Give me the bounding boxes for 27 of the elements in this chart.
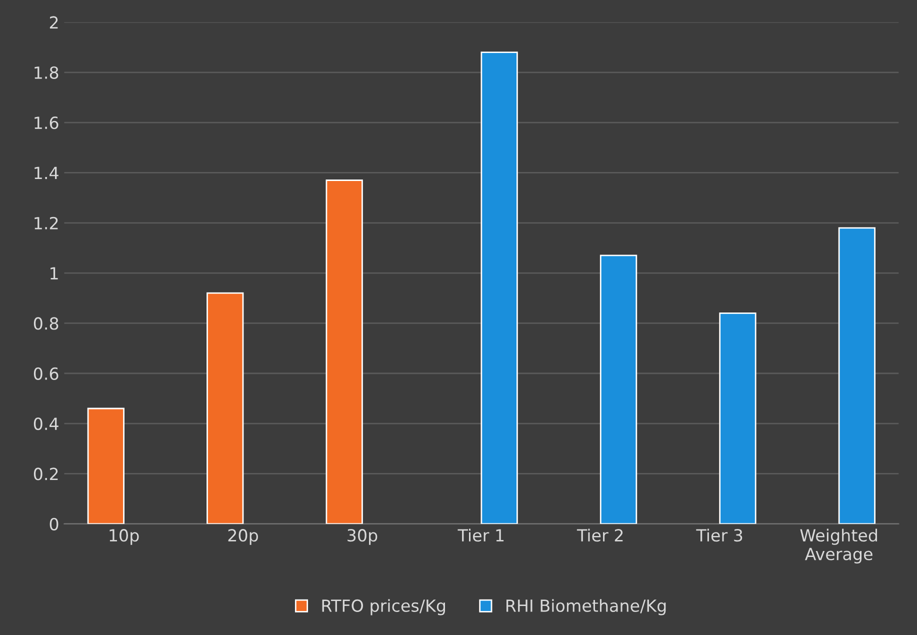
bar xyxy=(87,408,124,524)
x-tick-label: 30p xyxy=(348,529,378,545)
y-tick-label: 1.8 xyxy=(34,66,58,79)
legend-label: RTFO prices/Kg xyxy=(322,599,445,616)
y-tick-label: 1.6 xyxy=(34,116,58,130)
x-tick-label: 10p xyxy=(110,529,139,545)
legend-label: RHI Biomethane/Kg xyxy=(506,599,666,616)
y-tick-label: 1 xyxy=(50,267,58,280)
y-tick-label: 0.2 xyxy=(34,468,58,480)
bar xyxy=(326,180,363,524)
y-tick-label: 1.4 xyxy=(34,166,58,180)
y-tick-label: 0.8 xyxy=(34,317,58,330)
y-tick-label: 0.4 xyxy=(34,418,58,430)
bar xyxy=(600,254,638,524)
x-tick-label: 20p xyxy=(228,529,258,545)
bar xyxy=(480,52,518,524)
x-tick-label: Tier 3 xyxy=(696,528,742,542)
y-tick-label: 0 xyxy=(50,518,58,530)
bar xyxy=(206,292,244,524)
x-tick-label: Tier 1 xyxy=(458,528,504,542)
x-tick-label: Weighted Average xyxy=(800,528,877,564)
y-tick-label: 1.2 xyxy=(34,216,58,230)
y-tick-label: 0.6 xyxy=(34,367,58,380)
y-tick-label: 2 xyxy=(50,16,58,29)
bar xyxy=(838,227,876,524)
bar xyxy=(719,312,756,524)
x-tick-label: Tier 2 xyxy=(576,528,623,542)
